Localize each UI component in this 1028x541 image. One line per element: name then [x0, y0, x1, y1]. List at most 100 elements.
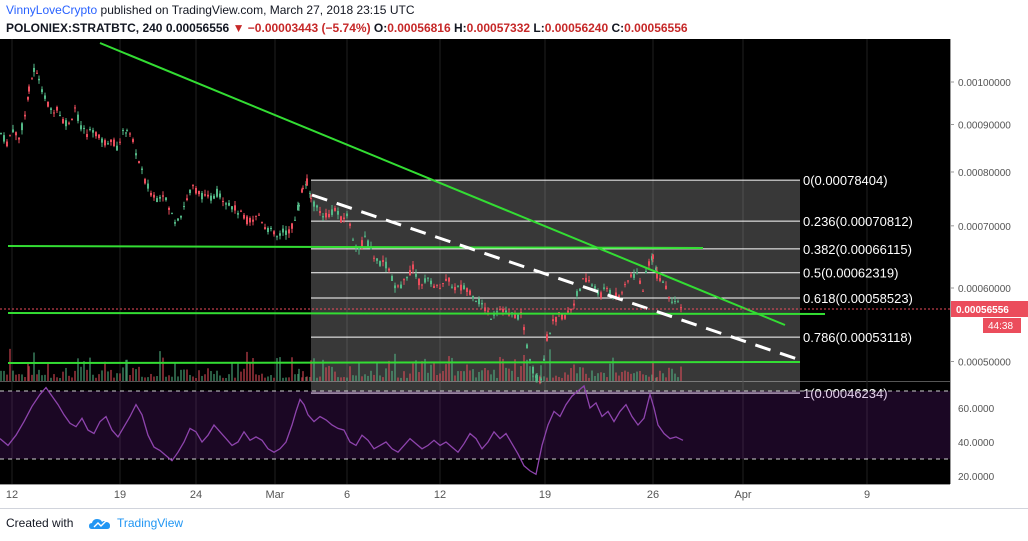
candle-body — [337, 210, 339, 215]
volume-bar — [36, 374, 38, 381]
candle-body — [668, 296, 670, 299]
candle-body — [391, 276, 393, 281]
candle-body — [546, 334, 548, 341]
volume-bar — [484, 368, 486, 381]
volume-bar — [0, 370, 2, 381]
volume-bar — [478, 371, 480, 381]
candle-body — [68, 122, 70, 124]
candle-body — [445, 278, 447, 281]
candle-body — [630, 274, 632, 277]
candle-body — [3, 135, 5, 142]
price-tick-0: 0.00100000 — [958, 78, 1011, 89]
trendlines[interactable] — [0, 42, 950, 364]
volume-bar — [652, 361, 654, 381]
author-link[interactable]: VinnyLoveCrypto — [6, 3, 98, 17]
volume-bar — [18, 374, 20, 381]
candle-body — [294, 219, 296, 221]
candle-body — [334, 207, 336, 211]
volume-bar — [674, 373, 676, 381]
volume-bar — [110, 369, 112, 381]
volume-bar — [656, 377, 658, 381]
candle-body — [316, 205, 318, 208]
volume-bar — [570, 368, 572, 381]
candle-body — [349, 223, 351, 226]
volume-bar — [355, 375, 357, 381]
fib-retracement[interactable]: 0(0.00078404) 0.236(0.00070812) 0.382(0.00… — [311, 173, 913, 401]
candle-body — [50, 108, 52, 110]
volume-bar — [153, 376, 155, 381]
candle-body — [424, 278, 426, 283]
volume-bar — [231, 362, 233, 381]
candle-body — [56, 106, 58, 111]
volume-bar — [258, 375, 260, 381]
volume-bar — [9, 348, 11, 381]
low-value: 0.00056240 — [544, 21, 609, 35]
volume-bar — [337, 377, 339, 381]
price-chart[interactable]: 0(0.00078404) 0.236(0.00070812) 0.382(0.00… — [0, 0, 1028, 508]
candle-body — [0, 133, 2, 135]
candle-body — [609, 290, 611, 295]
candle-body — [33, 67, 35, 72]
tradingview-cloud-icon — [89, 519, 110, 529]
volume-bar — [246, 351, 248, 381]
volume-bar — [219, 375, 221, 381]
candle-body — [21, 123, 23, 131]
volume-bar — [273, 377, 275, 381]
volume-bar — [213, 374, 215, 381]
open-value: 0.00056816 — [387, 21, 451, 35]
volume-bar — [490, 374, 492, 381]
volume-bar — [361, 376, 363, 381]
created-with-text: Created with — [6, 516, 74, 530]
volume-bar — [460, 371, 462, 381]
candle-body — [539, 381, 541, 383]
volume-bar — [322, 359, 324, 381]
candle-body — [475, 300, 477, 302]
candle-body — [514, 313, 516, 319]
candle-body — [430, 280, 432, 285]
volume-bar — [376, 362, 378, 381]
price-tick-4: 0.00060000 — [958, 284, 1011, 295]
volume-bar — [122, 367, 124, 381]
volume-bar — [319, 376, 321, 381]
candle-body — [189, 189, 191, 193]
candle-body — [162, 195, 164, 197]
volume-bar — [294, 374, 296, 381]
volume-bar — [579, 367, 581, 381]
volume-bar — [526, 359, 528, 381]
candle-body — [95, 132, 97, 137]
candle-body — [400, 284, 402, 289]
time-tick-2: 24 — [190, 489, 202, 501]
candle-body — [310, 197, 312, 199]
volume-bar — [325, 367, 327, 381]
candle-body — [639, 280, 641, 284]
candle-body — [674, 301, 676, 303]
volume-bar — [285, 377, 287, 381]
candle-body — [15, 132, 17, 136]
volume-bar — [50, 377, 52, 381]
candle-body — [490, 318, 492, 320]
volume-bar — [415, 360, 417, 381]
volume-bar — [391, 370, 393, 381]
candle-body — [352, 239, 354, 241]
candle-body — [216, 188, 218, 197]
time-axis-bg — [0, 484, 1028, 508]
time-axis[interactable]: 12 19 24 Mar 6 12 19 26 Apr 9 — [6, 489, 870, 501]
rsi-tick-2: 20.0000 — [958, 472, 995, 483]
volume-bar — [624, 370, 626, 381]
volume-bar — [104, 361, 106, 381]
volume-bar — [394, 353, 396, 381]
volume-bar — [552, 377, 554, 381]
rsi-tick-0: 60.0000 — [958, 404, 995, 415]
candle-body — [648, 261, 650, 266]
price-axis[interactable]: 0.00100000 0.00090000 0.00080000 0.00070000… — [950, 78, 1011, 369]
volume-bar — [564, 372, 566, 381]
tradingview-link[interactable]: TradingView — [117, 516, 184, 530]
candle-body — [558, 312, 560, 314]
candle-body — [427, 277, 429, 279]
candle-body — [561, 313, 563, 320]
volume-bar — [107, 371, 109, 381]
candle-body — [89, 128, 91, 130]
candle-body — [246, 216, 248, 225]
volume-bar — [113, 377, 115, 381]
last-price: 0.00056556 — [165, 21, 230, 35]
